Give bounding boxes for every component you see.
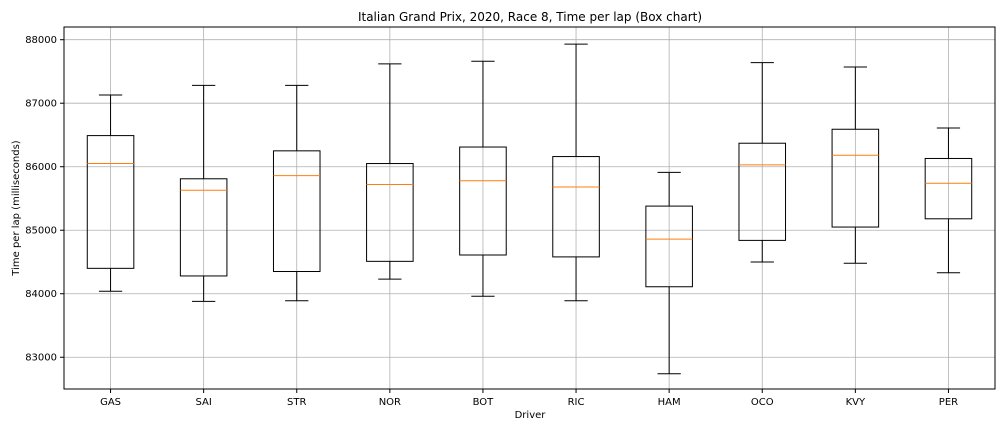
x-tick-label: SAI <box>195 397 211 408</box>
x-tick-label: OCO <box>751 397 774 408</box>
iqr-box <box>366 163 414 262</box>
x-axis-ticks: GAS SAI STR NOR BOT RIC HAM OCO KVY PER <box>100 389 958 408</box>
y-tick-label: 85000 <box>25 226 57 237</box>
box-bot <box>459 60 507 297</box>
iqr-box <box>179 178 228 277</box>
box-sai <box>179 84 228 302</box>
y-axis-ticks: 83000 84000 85000 86000 87000 88000 <box>25 35 64 364</box>
x-tick-label: HAM <box>658 397 681 408</box>
box-ric <box>552 43 600 302</box>
box-ham <box>645 171 693 375</box>
box-gas <box>86 94 135 292</box>
iqr-box <box>272 150 321 273</box>
x-tick-label: RIC <box>568 397 585 408</box>
y-axis-label: Time per lap (milliseconds) <box>11 140 22 277</box>
x-tick-label: GAS <box>100 397 121 408</box>
plot-frame <box>63 26 996 390</box>
x-tick-label: NOR <box>379 397 401 408</box>
x-tick-label: BOT <box>473 397 495 408</box>
x-axis-label: Driver <box>515 410 547 421</box>
iqr-box <box>645 205 693 288</box>
iqr-box <box>738 142 787 241</box>
chart-title: Italian Grand Prix, 2020, Race 8, Time p… <box>358 10 702 24</box>
x-tick-label: STR <box>287 397 306 408</box>
box-kvy <box>831 66 880 264</box>
iqr-box <box>552 156 600 258</box>
y-tick-label: 86000 <box>25 162 57 173</box>
box-per <box>924 127 973 274</box>
y-tick-label: 88000 <box>25 35 57 46</box>
box-str <box>272 84 321 302</box>
y-tick-label: 84000 <box>25 289 57 300</box>
iqr-box <box>924 157 973 220</box>
box-oco <box>738 62 787 263</box>
box-plots <box>86 43 973 375</box>
iqr-box <box>459 146 507 256</box>
iqr-box <box>831 128 880 228</box>
x-tick-label: PER <box>939 397 958 408</box>
x-tick-label: KVY <box>846 397 866 408</box>
y-tick-label: 83000 <box>25 353 57 364</box>
box-nor <box>366 63 414 280</box>
iqr-box <box>86 135 135 269</box>
y-tick-label: 87000 <box>25 99 57 110</box>
